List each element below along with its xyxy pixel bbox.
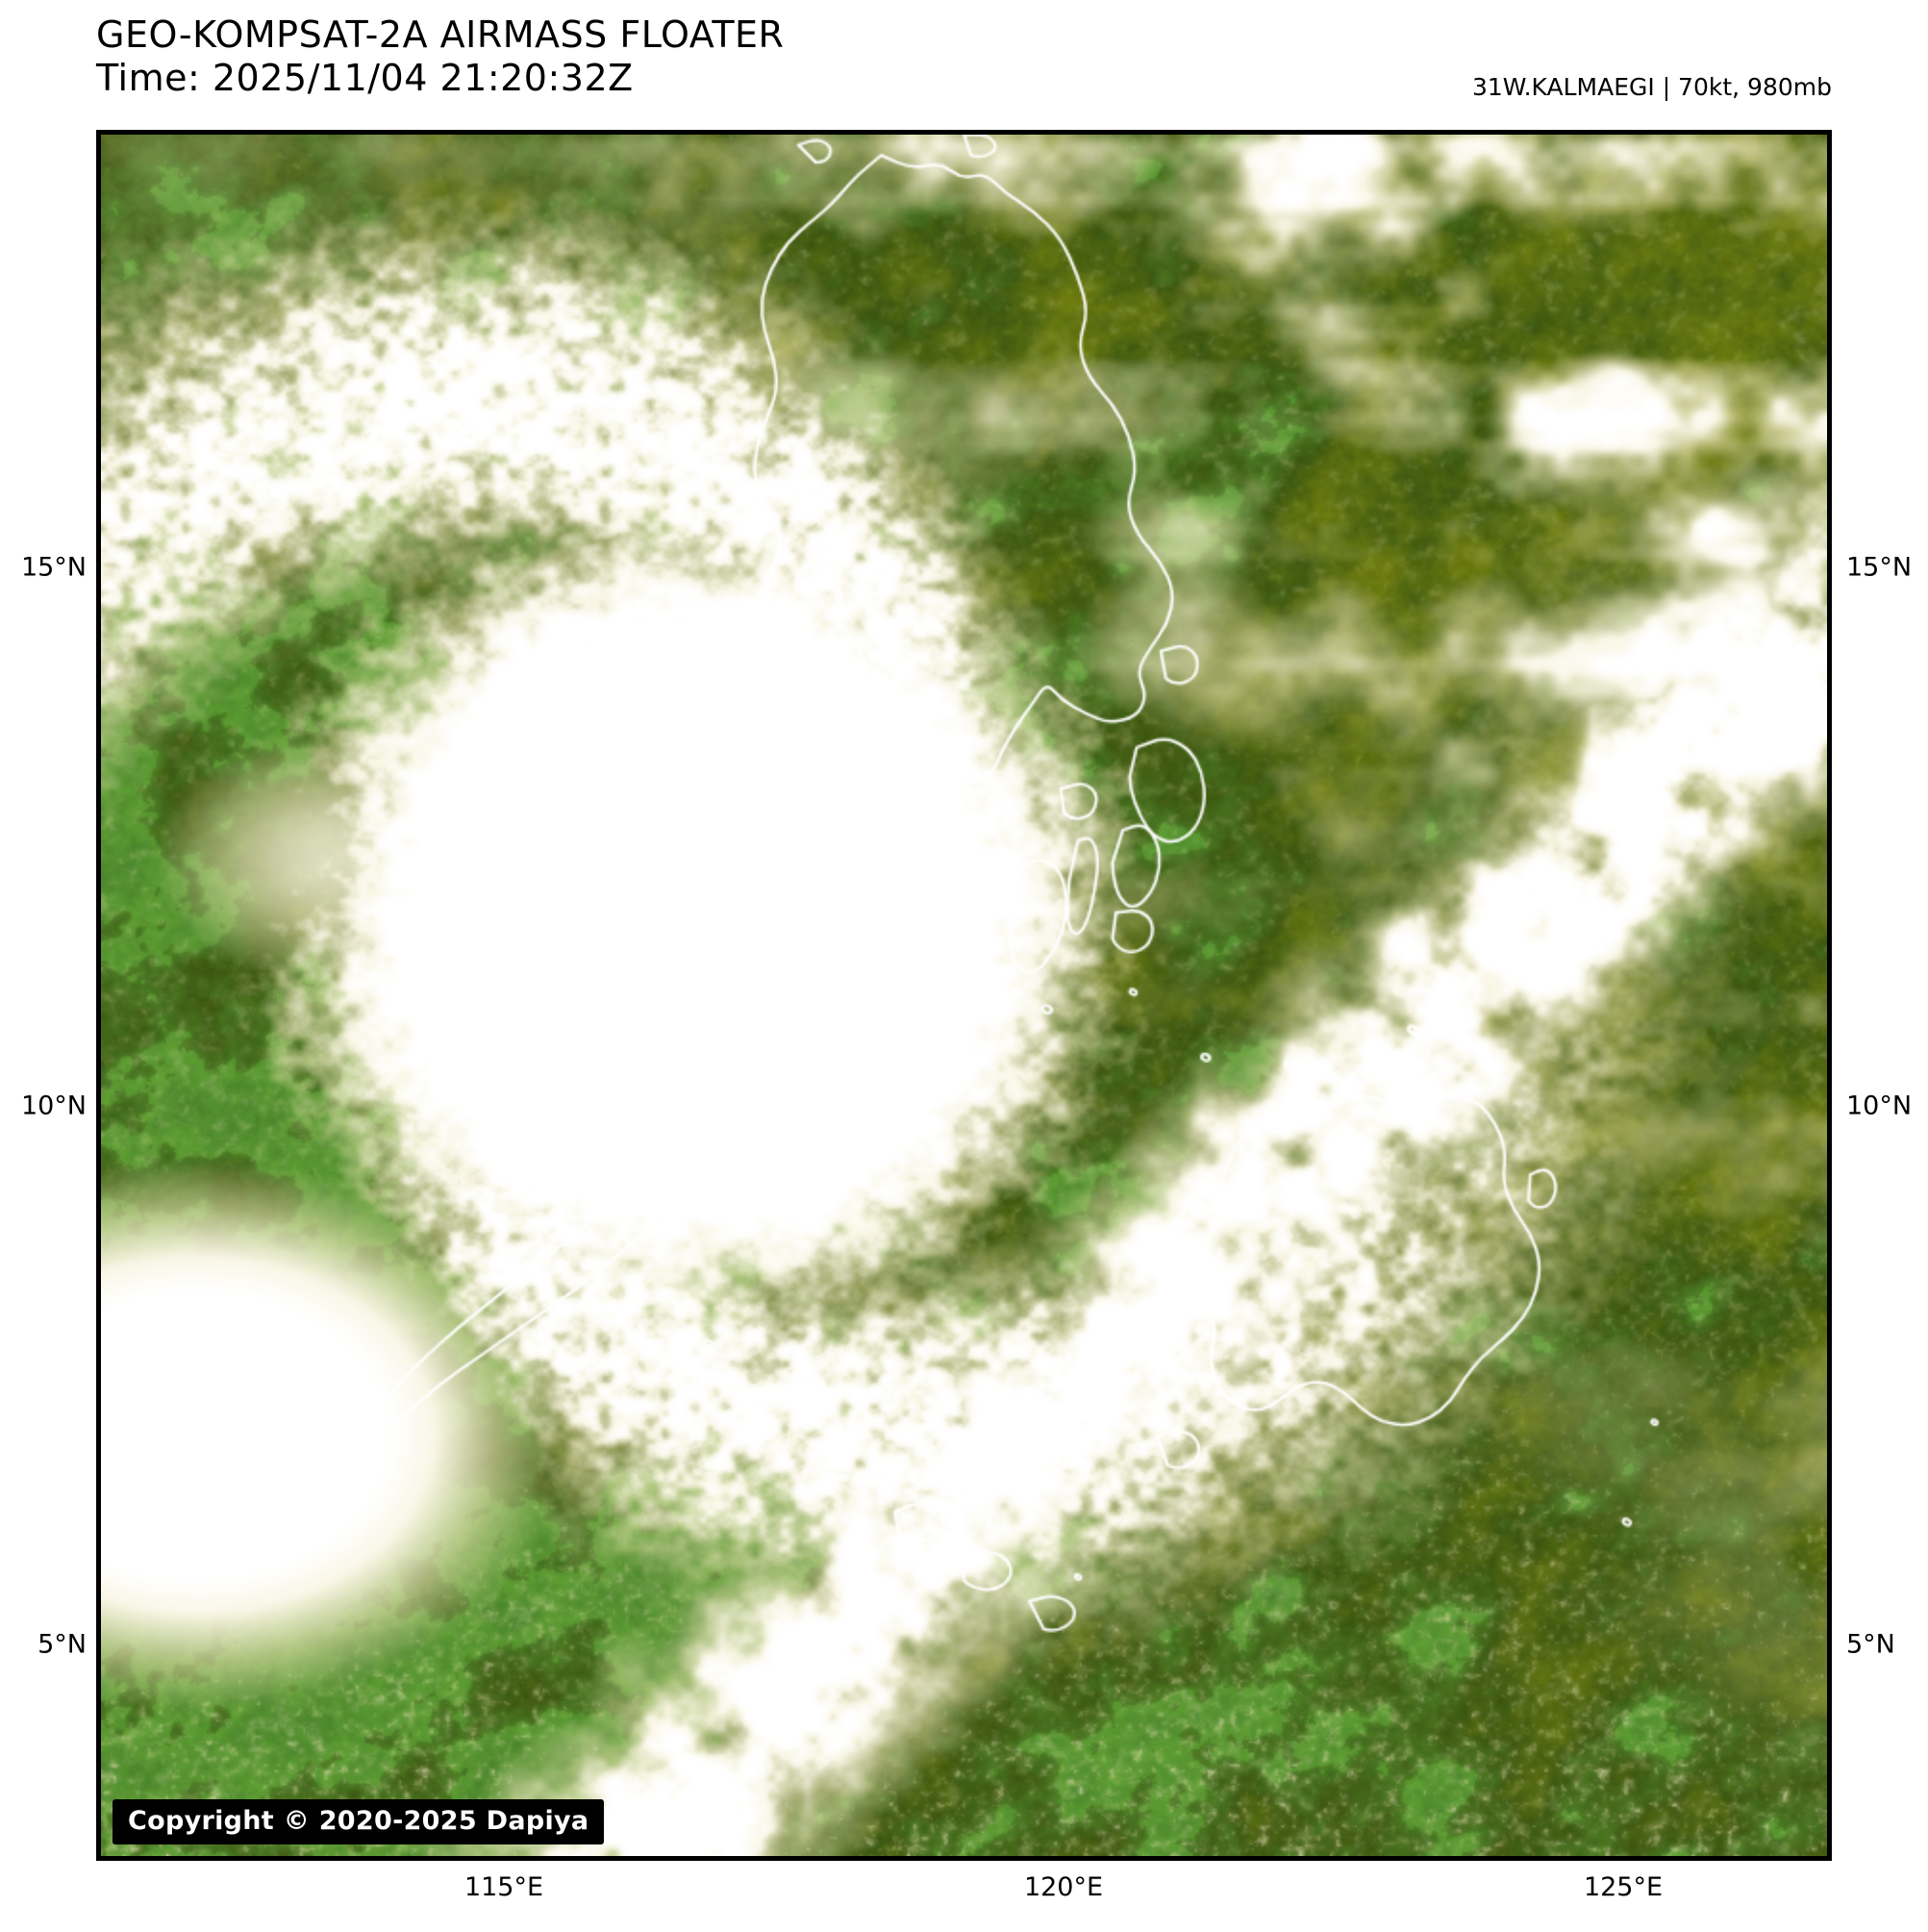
satellite-image-plot[interactable]: Copyright © 2020-2025 Dapiya xyxy=(96,130,1832,1861)
lat-tick-right-10: 10°N xyxy=(1846,1091,1913,1121)
storm-info-label: 31W.KALMAEGI | 70kt, 980mb xyxy=(1471,73,1832,101)
lat-tick-right-5: 5°N xyxy=(1846,1629,1895,1660)
lat-tick-left-15: 15°N xyxy=(20,552,87,583)
lon-tick-120: 120°E xyxy=(1023,1872,1104,1902)
page-title: GEO-KOMPSAT-2A AIRMASS FLOATER xyxy=(96,13,785,56)
lat-tick-left-10: 10°N xyxy=(20,1091,87,1121)
header-block: GEO-KOMPSAT-2A AIRMASS FLOATER Time: 202… xyxy=(96,13,784,100)
airmass-rgb-canvas xyxy=(101,135,1827,1856)
lat-tick-left-5: 5°N xyxy=(38,1629,87,1660)
lon-tick-125: 125°E xyxy=(1583,1872,1664,1902)
copyright-badge: Copyright © 2020-2025 Dapiya xyxy=(113,1799,605,1844)
timestamp-label: Time: 2025/11/04 21:20:32Z xyxy=(96,56,634,99)
lon-tick-115: 115°E xyxy=(463,1872,544,1902)
lat-tick-right-15: 15°N xyxy=(1846,552,1913,583)
